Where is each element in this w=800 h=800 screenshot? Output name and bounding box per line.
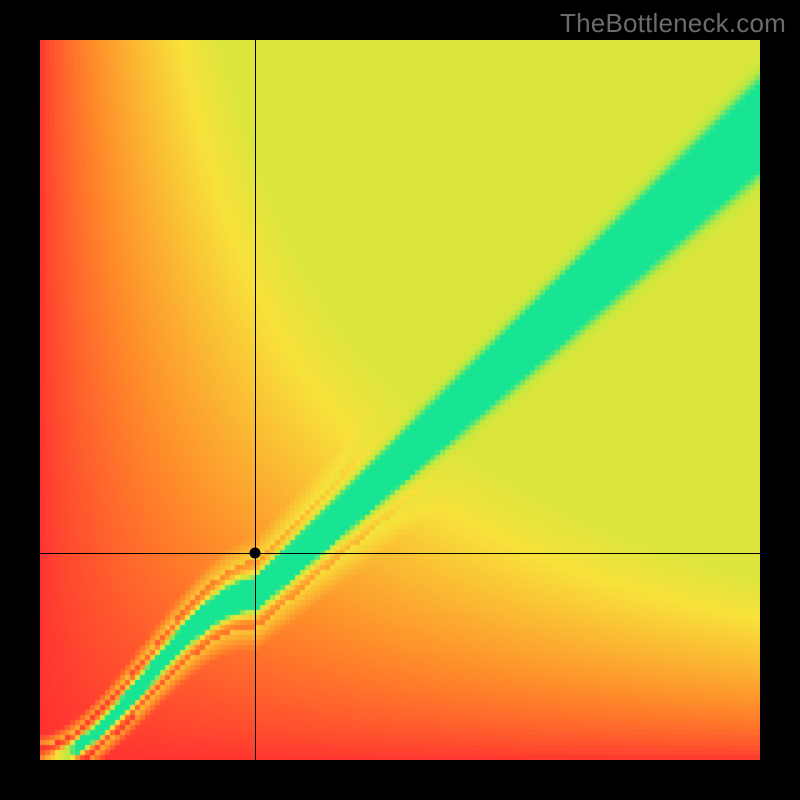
crosshair-horizontal-line — [40, 553, 760, 554]
chart-container: TheBottleneck.com — [0, 0, 800, 800]
heatmap-canvas — [40, 40, 760, 760]
crosshair-vertical-line — [255, 40, 256, 760]
crosshair-marker-dot — [249, 547, 260, 558]
watermark-text: TheBottleneck.com — [560, 8, 786, 39]
heatmap-plot-area — [40, 40, 760, 760]
